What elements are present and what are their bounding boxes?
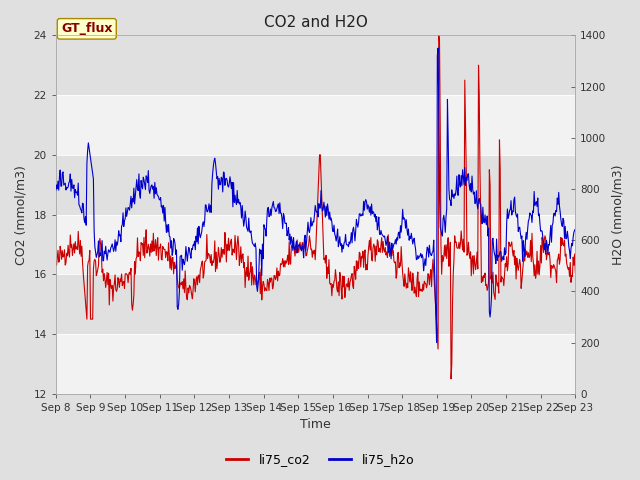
Bar (56, 95, 575, 155)
Bar (56, 36, 575, 95)
Text: GT_flux: GT_flux (61, 23, 113, 36)
Bar (56, 155, 575, 215)
Bar (56, 215, 575, 275)
Legend: li75_co2, li75_h2o: li75_co2, li75_h2o (221, 448, 419, 471)
Bar (56, 275, 575, 334)
Y-axis label: CO2 (mmol/m3): CO2 (mmol/m3) (15, 165, 28, 264)
Bar (56, 334, 575, 394)
X-axis label: Time: Time (300, 419, 331, 432)
Y-axis label: H2O (mmol/m3): H2O (mmol/m3) (612, 164, 625, 265)
Title: CO2 and H2O: CO2 and H2O (264, 15, 367, 30)
